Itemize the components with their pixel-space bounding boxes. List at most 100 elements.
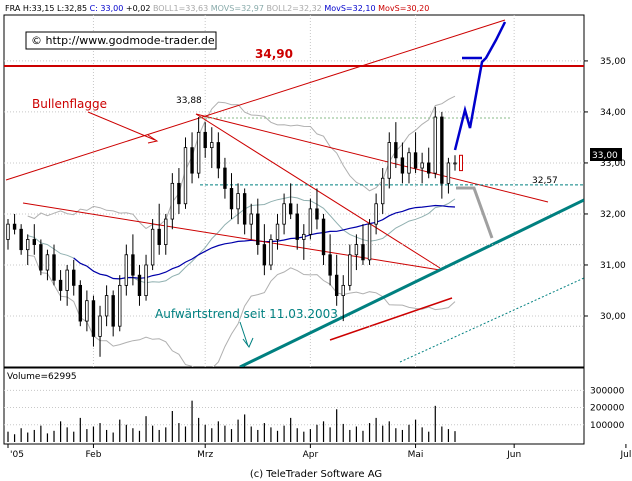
candle-body-15 bbox=[104, 295, 109, 317]
channel-upper-line bbox=[5, 19, 506, 181]
header-item-5: BOLL2=32,32 bbox=[267, 4, 325, 13]
candle-body-54 bbox=[361, 244, 365, 261]
candle-body-34 bbox=[229, 188, 234, 210]
footer-text: (c) TeleTrader Software AG bbox=[250, 469, 382, 480]
header-bar bbox=[0, 0, 632, 15]
dashed-level-label: 32,57 bbox=[532, 176, 558, 186]
volume-grid bbox=[4, 389, 584, 426]
candle-body-57 bbox=[380, 177, 385, 205]
bollinger-upper bbox=[27, 95, 456, 230]
annotation-aufwaertstrend-arrow bbox=[239, 321, 249, 347]
candle-body-23 bbox=[157, 228, 161, 245]
candle-body-20 bbox=[137, 274, 142, 296]
candle-body-18 bbox=[124, 254, 129, 286]
candle-body-65 bbox=[433, 116, 437, 174]
candle-body-52 bbox=[348, 254, 352, 286]
annotation-bullenflagge-arrow bbox=[87, 111, 156, 141]
x-tick-label-0: '05 bbox=[10, 450, 24, 460]
x-axis: '05 Feb Mrz Apr Mai Jun Jul bbox=[7, 444, 631, 460]
candle-body-5 bbox=[39, 244, 43, 271]
candle-body-40 bbox=[269, 239, 273, 266]
candle-body-37 bbox=[249, 213, 253, 225]
candle-body-13 bbox=[91, 300, 96, 337]
projection-path bbox=[453, 21, 507, 151]
annotations: Bullenflagge Aufwärtstrend seit 11.03.200… bbox=[32, 47, 558, 348]
projection bbox=[453, 21, 507, 239]
annotation-aufwaertstrend-arrowhead bbox=[242, 337, 254, 348]
movs-red-segment bbox=[329, 297, 453, 341]
header-item-2: +0,02 bbox=[126, 4, 153, 13]
uptrend-parallel-line bbox=[399, 277, 584, 363]
current-price-label: 33,00 bbox=[592, 151, 618, 161]
x-tick-label-3: Apr bbox=[303, 450, 319, 460]
volume-tick-label-2: 100000 bbox=[590, 421, 625, 431]
y-axis: 35,00 34,00 33,00 32,00 31,00 30,00 bbox=[584, 57, 626, 322]
candle-body-17 bbox=[118, 284, 122, 327]
candle-body-22 bbox=[150, 228, 155, 266]
x-tick-label-4: Mai bbox=[408, 450, 424, 460]
candle-body-64 bbox=[427, 162, 431, 174]
current-price-badge bbox=[590, 148, 622, 161]
candle-body-25 bbox=[170, 182, 175, 220]
candle-body-66 bbox=[440, 116, 444, 184]
flag-resistance-line bbox=[195, 113, 549, 203]
candle-body-28 bbox=[190, 147, 194, 174]
candle-body-16 bbox=[111, 295, 115, 327]
volume-tick-label-1: 200000 bbox=[590, 404, 625, 414]
candle-body-49 bbox=[328, 254, 332, 276]
candle-body-61 bbox=[407, 152, 411, 174]
candle-body-11 bbox=[78, 284, 83, 322]
candle-body-9 bbox=[65, 269, 69, 291]
uptrend-line bbox=[239, 198, 584, 367]
candle-body-30 bbox=[203, 131, 207, 149]
header-item-3: BOLL1=33,63 bbox=[153, 4, 211, 13]
annotation-bullenflagge: Bullenflagge bbox=[32, 97, 107, 111]
candle-body-62 bbox=[413, 152, 418, 169]
candle-body-55 bbox=[367, 223, 372, 261]
candle-body-33 bbox=[223, 167, 227, 189]
header-item-0: FRA H:33,15 L:32,85 bbox=[5, 4, 90, 13]
y-tick-label-3: 32,00 bbox=[600, 210, 626, 220]
candle-body-1 bbox=[12, 223, 17, 230]
y-tick-label-5: 30,00 bbox=[600, 312, 626, 322]
candle-body-43 bbox=[288, 203, 293, 215]
y-tick-label-0: 35,00 bbox=[600, 57, 626, 67]
x-tick-label-6: Jul bbox=[619, 450, 631, 460]
candle-body-24 bbox=[164, 218, 168, 245]
flag-diagonal-line bbox=[195, 113, 441, 269]
candle-body-27 bbox=[183, 147, 188, 205]
candle-body-41 bbox=[275, 223, 280, 240]
candle-body-32 bbox=[216, 142, 221, 169]
header-text: FRA H:33,15 L:32,85 C: 33,00 +0,02 BOLL1… bbox=[5, 4, 429, 13]
y-tick-label-2: 33,00 bbox=[600, 159, 626, 169]
candle-body-6 bbox=[45, 254, 50, 271]
candle-body-59 bbox=[394, 142, 398, 159]
header-item-1: C: 33,00 bbox=[90, 4, 126, 13]
volume-axis: 300000 200000 100000 bbox=[590, 386, 625, 430]
y-tick-label-1: 34,00 bbox=[600, 108, 626, 118]
watermark-box bbox=[25, 31, 217, 50]
candle-body-7 bbox=[52, 254, 56, 281]
candle-body-14 bbox=[98, 315, 102, 337]
candle-body-45 bbox=[302, 233, 306, 240]
annotation-aufwaertstrend: Aufwärtstrend seit 11.03.2003 bbox=[155, 307, 338, 321]
candle-body-4 bbox=[32, 239, 36, 245]
candle-body-21 bbox=[144, 264, 148, 296]
candle-body-46 bbox=[308, 208, 313, 235]
candle-body-68 bbox=[453, 162, 457, 165]
candle-body-60 bbox=[400, 157, 405, 174]
volume-label: Volume=62995 bbox=[7, 372, 77, 382]
candle-body-44 bbox=[295, 213, 299, 240]
candle-body-10 bbox=[72, 269, 76, 286]
candle-body-63 bbox=[420, 162, 424, 169]
candles bbox=[6, 106, 463, 357]
candle-body-3 bbox=[26, 239, 30, 251]
x-tick-label-1: Feb bbox=[85, 450, 101, 460]
candle-body-39 bbox=[262, 244, 267, 266]
volume-panel bbox=[3, 367, 585, 445]
y-tick-label-4: 31,00 bbox=[600, 261, 626, 271]
candle-body-8 bbox=[58, 279, 63, 291]
annotation-bullenflagge-arrowhead bbox=[147, 134, 159, 144]
watermark-text: © http://www.godmode-trader.de bbox=[31, 34, 215, 47]
